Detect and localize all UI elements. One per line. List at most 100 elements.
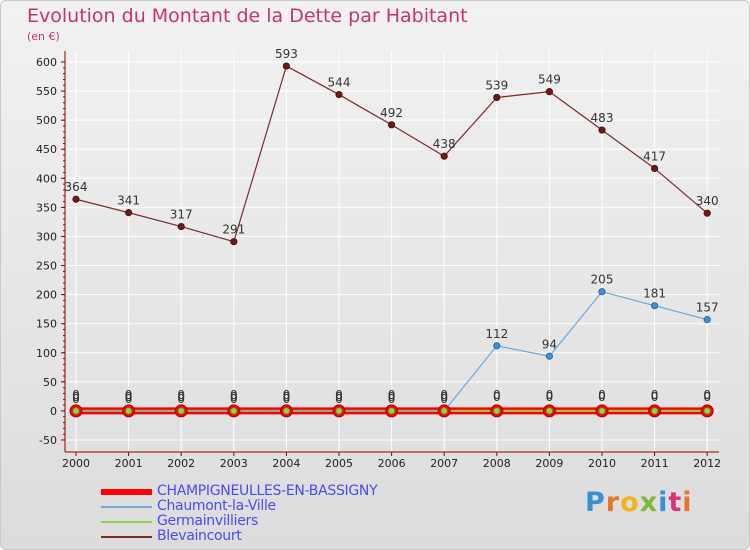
data-label-champigneulles: 0 (335, 390, 343, 404)
point-blevaincourt (703, 209, 711, 217)
data-label-champigneulles: 0 (230, 390, 238, 404)
data-label-germainvilliers: 0 (651, 388, 659, 402)
y-tick-label: 500 (36, 114, 57, 127)
point-blevaincourt (282, 62, 290, 70)
data-label-blevaincourt: 544 (328, 76, 351, 90)
point-germainvilliers (177, 407, 185, 415)
point-blevaincourt (335, 90, 343, 99)
data-label-blevaincourt: 417 (643, 149, 666, 163)
data-label-blevaincourt: 492 (380, 106, 403, 120)
x-tick-label: 2009 (535, 457, 563, 470)
data-label-chaumont: 157 (696, 301, 719, 315)
data-label-germainvilliers: 0 (72, 388, 80, 402)
point-blevaincourt (650, 164, 659, 173)
chart-title: Evolution du Montant de la Dette par Hab… (27, 5, 468, 27)
point-blevaincourt (230, 238, 238, 246)
data-label-champigneulles: 0 (651, 390, 659, 404)
logo-letter: i (658, 487, 669, 518)
data-label-chaumont: 181 (643, 287, 666, 301)
point-chaumont (650, 302, 659, 310)
y-tick-label: 150 (36, 318, 57, 331)
data-label-chaumont: 0 (230, 392, 238, 406)
logo-letter: o (620, 487, 640, 518)
data-label-chaumont: 94 (542, 337, 557, 351)
legend-swatch (101, 506, 152, 508)
data-label-champigneulles: 0 (440, 390, 448, 404)
y-tick-label: 0 (50, 405, 57, 418)
point-blevaincourt (493, 93, 501, 102)
x-tick-label: 2012 (693, 457, 721, 470)
logo-letter: i (682, 487, 693, 518)
point-germainvilliers (282, 407, 290, 415)
point-germainvilliers (545, 407, 554, 415)
x-tick-label: 2003 (220, 457, 248, 470)
data-label-germainvilliers: 0 (388, 388, 396, 402)
proxiti-logo: Proxiti (585, 487, 693, 518)
data-label-chaumont: 0 (440, 392, 448, 406)
x-tick-label: 2002 (167, 457, 195, 470)
point-blevaincourt (72, 195, 80, 203)
data-label-chaumont: 0 (72, 392, 80, 406)
y-tick-label: 100 (36, 347, 57, 360)
logo-letter: x (639, 487, 659, 518)
data-label-blevaincourt: 483 (591, 111, 614, 125)
data-label-champigneulles: 0 (72, 390, 80, 404)
point-germainvilliers (598, 407, 606, 415)
logo-letter: r (605, 487, 621, 518)
point-blevaincourt (598, 126, 606, 134)
data-label-chaumont: 205 (591, 273, 614, 287)
point-germainvilliers (230, 407, 238, 415)
point-blevaincourt (545, 88, 554, 96)
legend-swatch (101, 521, 152, 523)
legend-label: Blevaincourt (157, 528, 242, 544)
data-label-blevaincourt: 549 (538, 73, 561, 87)
data-label-blevaincourt: 341 (117, 194, 140, 208)
legend-label: CHAMPIGNEULLES-EN-BASSIGNY (157, 483, 378, 499)
data-label-blevaincourt: 539 (485, 78, 508, 92)
x-tick-label: 2005 (325, 457, 353, 470)
data-label-germainvilliers: 0 (440, 388, 448, 402)
point-chaumont (703, 316, 711, 324)
y-tick-label: 300 (36, 230, 57, 243)
data-label-germainvilliers: 0 (335, 388, 343, 402)
x-tick-label: 2001 (115, 457, 143, 470)
data-label-blevaincourt: 291 (222, 223, 245, 237)
data-label-chaumont: 0 (335, 392, 343, 406)
y-tick-label: 250 (36, 260, 57, 273)
point-blevaincourt (177, 222, 185, 231)
data-label-chaumont: 0 (177, 392, 185, 406)
y-tick-label: 600 (36, 56, 57, 69)
data-label-blevaincourt: 364 (65, 180, 88, 194)
data-label-chaumont: 0 (388, 392, 396, 406)
unit-label: (en €) (27, 30, 60, 43)
point-chaumont (493, 342, 501, 350)
point-chaumont (545, 352, 554, 360)
data-label-champigneulles: 0 (283, 390, 291, 404)
data-label-germainvilliers: 0 (283, 388, 291, 402)
x-tick-label: 2007 (430, 457, 458, 470)
point-germainvilliers (72, 407, 80, 415)
y-tick-label: 550 (36, 85, 57, 98)
data-label-champigneulles: 0 (388, 390, 396, 404)
data-label-chaumont: 0 (125, 392, 133, 406)
data-label-blevaincourt: 317 (170, 208, 193, 222)
point-germainvilliers (703, 407, 711, 415)
data-label-germainvilliers: 0 (703, 388, 711, 402)
logo-letter: P (585, 487, 606, 518)
point-chaumont (598, 288, 606, 296)
data-label-germainvilliers: 0 (493, 388, 501, 402)
data-label-champigneulles: 0 (598, 390, 606, 404)
data-label-germainvilliers: 0 (546, 388, 554, 402)
data-label-champigneulles: 0 (546, 390, 554, 404)
line-chart: -50 0 50 100 150 200 250 300 350 400 450 500 550 600 2… (36, 47, 721, 470)
legend-swatch (101, 536, 152, 538)
data-label-chaumont: 112 (485, 327, 508, 341)
x-tick-label: 2000 (62, 457, 90, 470)
y-tick-label: 450 (36, 143, 57, 156)
data-label-champigneulles: 0 (177, 390, 185, 404)
point-blevaincourt (440, 152, 448, 160)
point-germainvilliers (125, 407, 133, 415)
data-label-chaumont: 0 (283, 392, 291, 406)
legend-label: Chaumont-la-Ville (157, 498, 276, 514)
